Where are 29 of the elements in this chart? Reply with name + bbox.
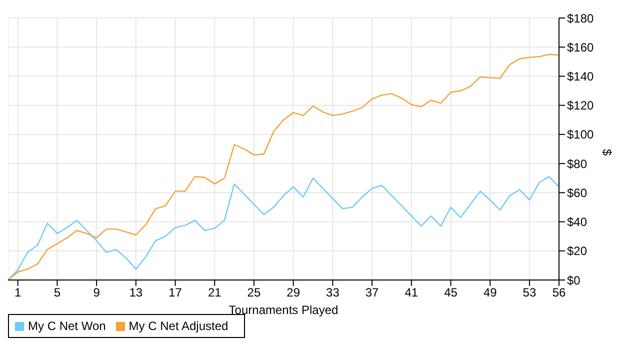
legend-label: My C Net Adjusted xyxy=(128,319,228,333)
x-tick-label: 29 xyxy=(286,286,300,300)
x-tick-label: 1 xyxy=(14,286,22,300)
x-tick-label: 17 xyxy=(168,286,182,300)
y-axis-title: $ xyxy=(600,149,614,156)
x-tick-label: 45 xyxy=(444,286,458,300)
x-tick-label: 53 xyxy=(522,286,536,300)
y-tick-label: $180 xyxy=(567,11,594,26)
x-tick-label: 5 xyxy=(54,286,61,300)
x-tick-label: 9 xyxy=(93,286,100,300)
y-tick-label: $60 xyxy=(567,186,588,200)
y-tick-label: $160 xyxy=(567,40,594,54)
y-tick-label: $80 xyxy=(567,156,588,171)
x-axis-title: Tournaments Played xyxy=(228,303,338,317)
x-tick-label: 21 xyxy=(208,286,222,300)
x-tick-label: 41 xyxy=(404,286,418,300)
y-tick-label: $100 xyxy=(567,128,594,142)
x-tick-label: 37 xyxy=(365,286,380,300)
legend-label: My C Net Won xyxy=(28,319,106,333)
x-tick-label: 56 xyxy=(552,286,566,300)
y-tick-label: $40 xyxy=(567,215,588,230)
x-tick-label: 33 xyxy=(326,286,340,300)
y-tick-label: $120 xyxy=(567,98,594,113)
x-tick-label: 25 xyxy=(247,286,261,300)
y-tick-label: $0 xyxy=(567,273,581,288)
y-tick-label: $140 xyxy=(567,69,594,84)
x-tick-label: 49 xyxy=(483,286,498,300)
x-tick-label: 13 xyxy=(129,286,143,300)
y-tick-label: $20 xyxy=(567,244,588,258)
